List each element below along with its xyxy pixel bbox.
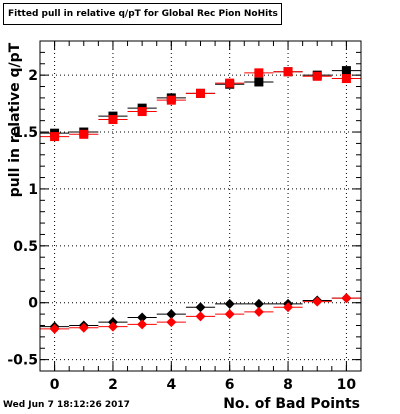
data-point-square — [108, 115, 118, 125]
x-tick-label: 4 — [166, 377, 176, 393]
data-point-square — [341, 66, 351, 76]
x-tick-label: 8 — [283, 377, 293, 393]
data-point-square — [50, 132, 60, 142]
data-point-diamond — [253, 298, 264, 309]
data-point-diamond — [253, 306, 264, 317]
y-axis-label: pull in relative q/pT — [7, 42, 23, 198]
data-point-diamond — [166, 317, 177, 328]
data-point-diamond — [78, 322, 89, 333]
data-point-diamond — [224, 298, 235, 309]
x-tick-label: 0 — [50, 377, 60, 393]
timestamp: Wed Jun 7 18:12:26 2017 — [3, 400, 130, 410]
data-point-diamond — [195, 311, 206, 322]
y-tick-label: 1 — [28, 182, 38, 198]
data-point-square — [312, 71, 322, 81]
data-point-square — [254, 68, 264, 78]
x-tick-label: 10 — [337, 377, 357, 393]
data-point-diamond — [195, 302, 206, 313]
data-point-square — [225, 78, 235, 88]
data-point-square — [137, 107, 147, 117]
data-point-diamond — [341, 293, 352, 304]
data-point-diamond — [283, 302, 294, 313]
data-point-diamond — [166, 309, 177, 320]
y-tick-label: 2 — [28, 68, 38, 84]
x-tick-label: 6 — [225, 377, 235, 393]
x-axis-label: No. of Bad Points — [223, 396, 360, 412]
chart-title: Fitted pull in relative q/pT for Global … — [3, 3, 282, 25]
data-point-diamond — [137, 312, 148, 323]
x-tick-label: 2 — [108, 377, 118, 393]
data-point-diamond — [107, 321, 118, 332]
data-point-square — [341, 74, 351, 84]
axis-ticks — [39, 40, 362, 372]
y-tick-label: 1.5 — [13, 125, 38, 141]
data-point-diamond — [224, 309, 235, 320]
y-tick-label: 0 — [28, 296, 38, 312]
data-point-diamond — [137, 319, 148, 330]
data-point-square — [283, 67, 293, 77]
data-point-diamond — [49, 323, 60, 334]
data-markers — [40, 66, 361, 334]
data-point-square — [79, 129, 89, 139]
data-point-square — [196, 88, 205, 98]
tick-labels: -0.5 0 0.5 1 1.5 2 0 2 4 6 8 10 — [7, 68, 356, 393]
y-tick-label: -0.5 — [7, 353, 38, 369]
y-tick-label: 0.5 — [13, 239, 38, 255]
data-point-square — [254, 77, 264, 87]
data-point-diamond — [312, 296, 323, 307]
data-point-square — [166, 95, 176, 105]
